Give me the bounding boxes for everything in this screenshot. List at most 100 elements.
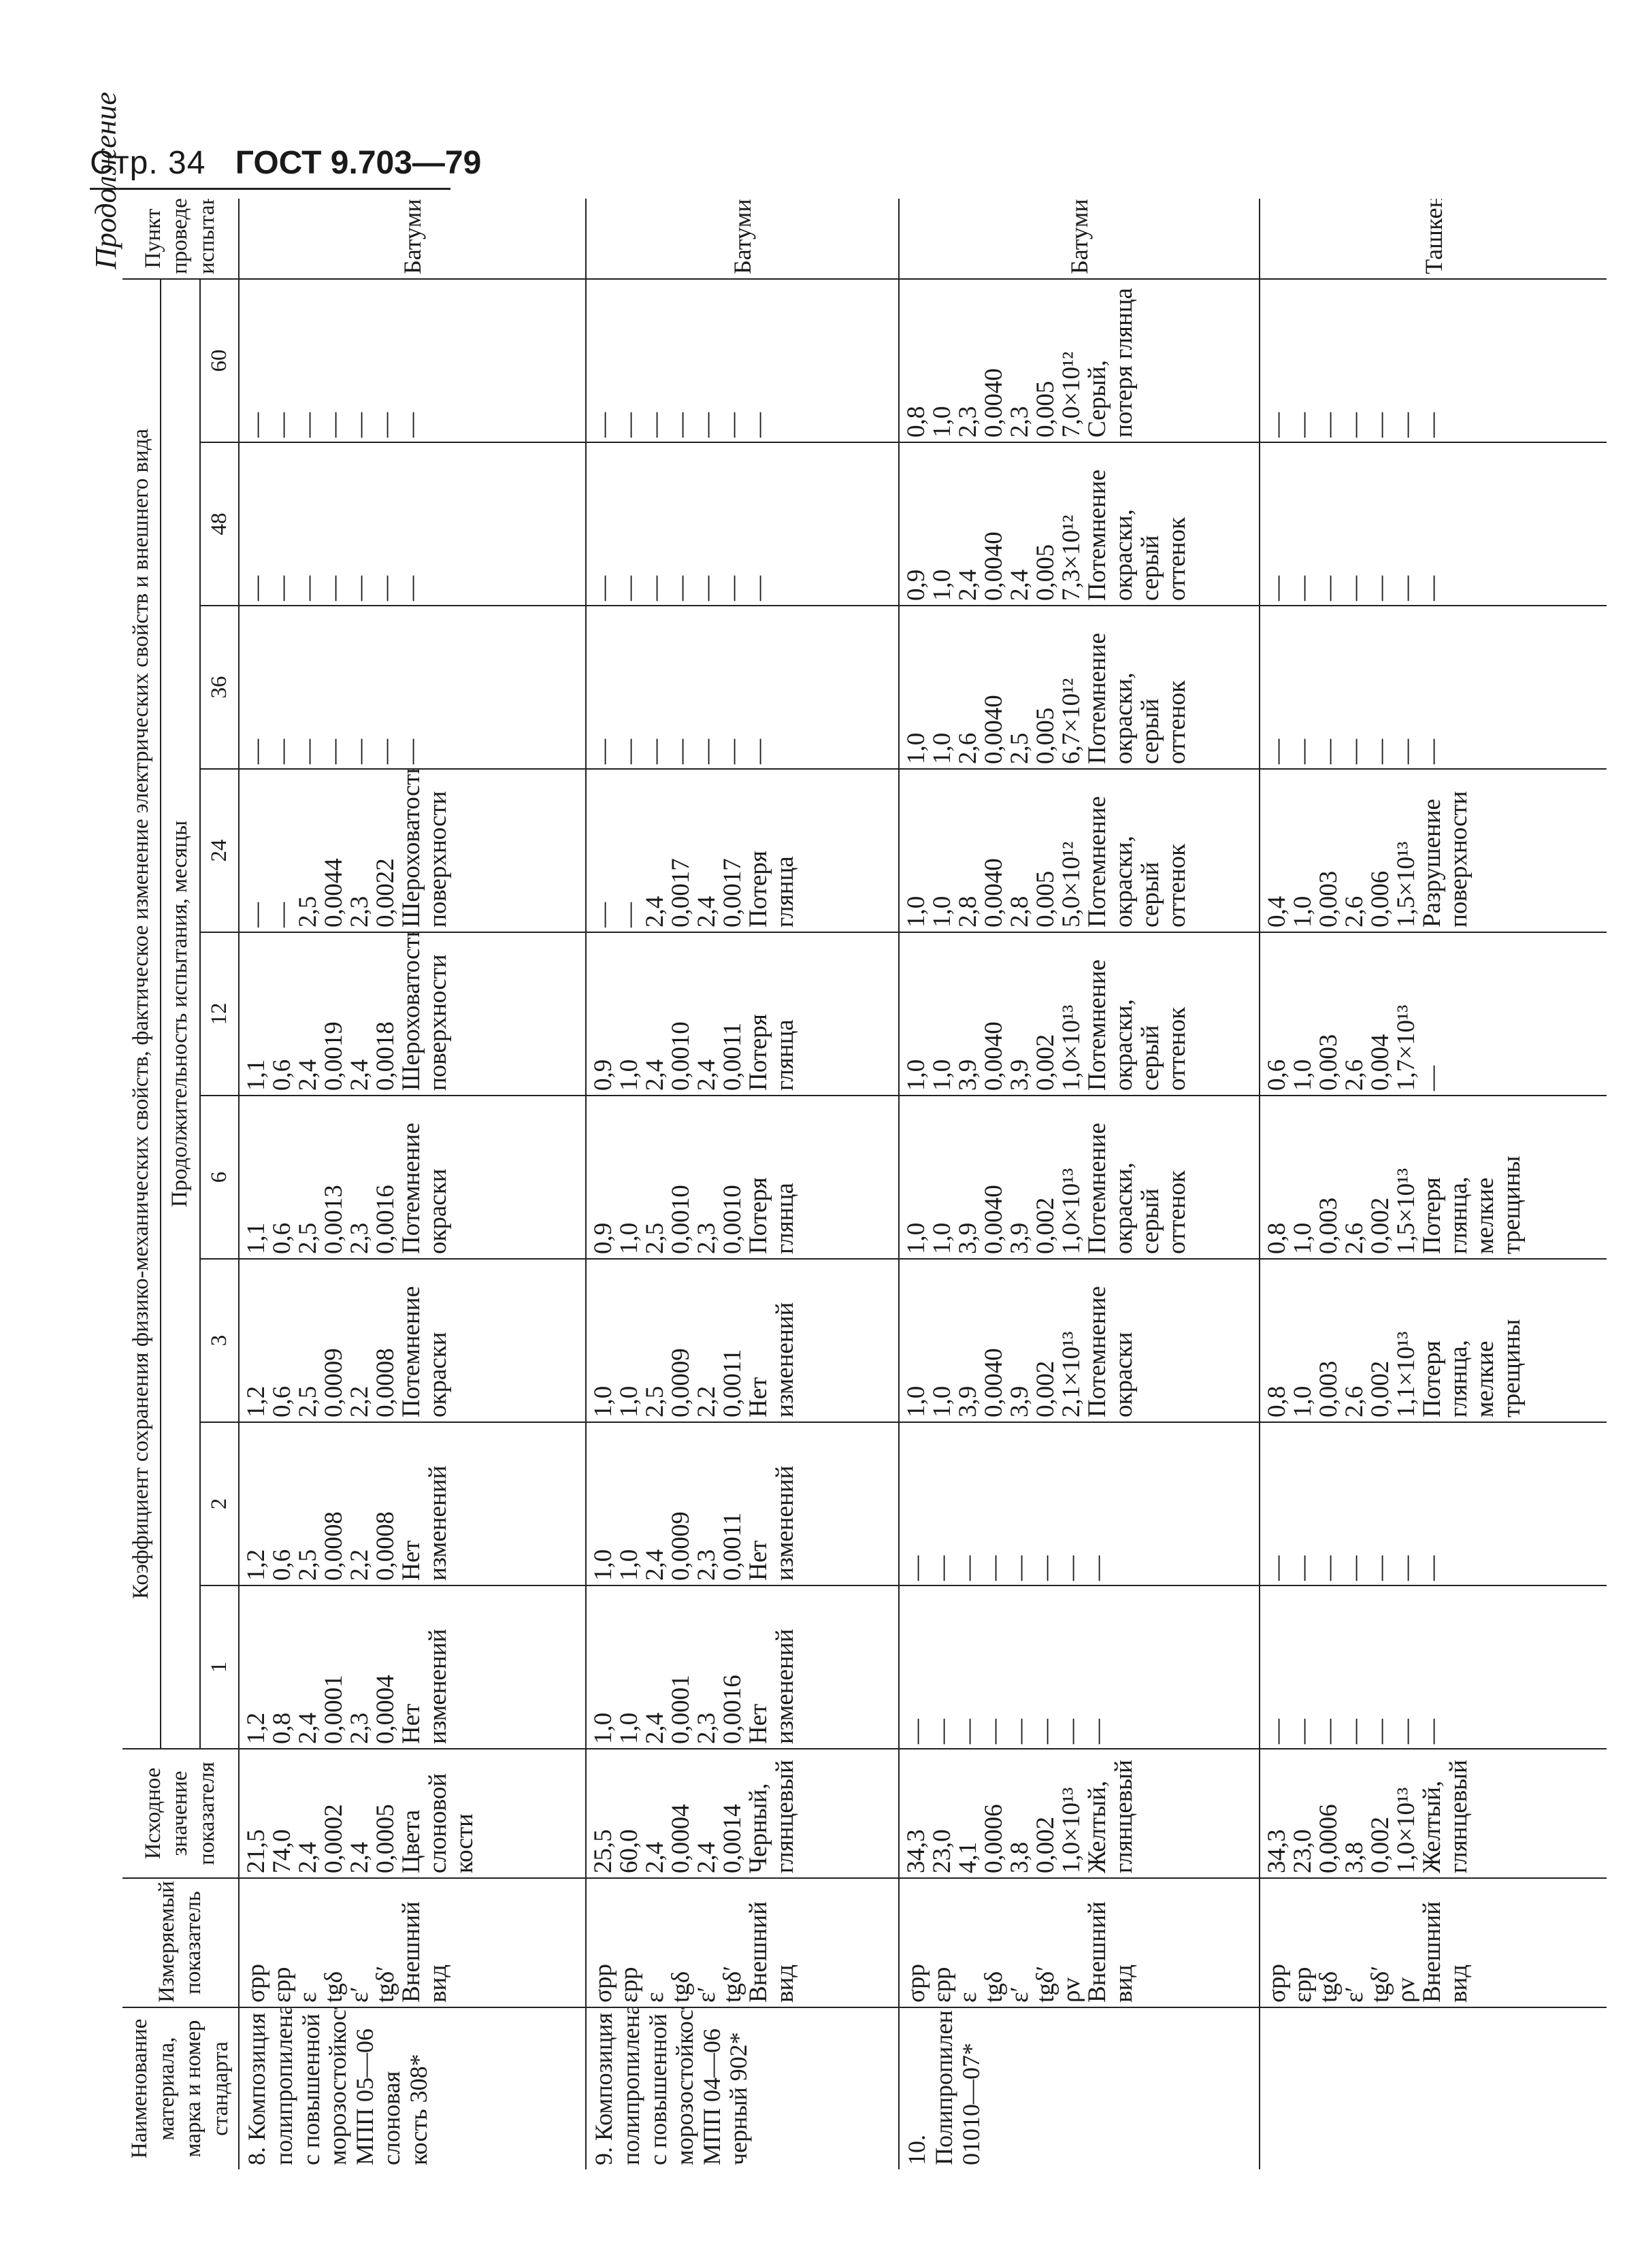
- cell-line: —: [980, 1556, 1008, 1581]
- month-header-24: 24: [199, 769, 240, 932]
- cell-line: Потемнение окраски: [397, 1286, 453, 1417]
- cell-line: Желтый, глянцевый: [1083, 1760, 1138, 1873]
- cell-line: εрр: [1289, 1967, 1317, 2003]
- initial-values: 34,3 23,0 0,0006 3,8 0,002 1,0×10¹³ Желтый, гл…: [1260, 1749, 1607, 1878]
- cell-line: —: [615, 412, 644, 438]
- cell-line: tgδ′: [372, 1965, 400, 2003]
- cell-line: 2,3: [693, 1549, 721, 1581]
- indicator-list: σрр εрр ε tgδ ε′ tgδ′ Внешний вид: [586, 1878, 900, 2007]
- material-name: 9. Композиция полипропилена с повышенной…: [586, 2007, 900, 2169]
- cell-line: 1,0: [902, 1385, 931, 1417]
- cell-line: —: [744, 576, 773, 601]
- cell-line: —: [980, 1719, 1008, 1744]
- cell-line: —: [667, 412, 695, 438]
- cell-line: —: [1418, 1719, 1447, 1744]
- col-initial-header: Исходное значение показателя: [122, 1749, 240, 1878]
- cell-line: Потемнение окраски: [1083, 1286, 1138, 1417]
- cell-line: Цвета слоновой кости: [397, 1773, 479, 1873]
- cell-line: 0,002: [1032, 1034, 1060, 1091]
- month-values-m48: — — — — — — —: [239, 442, 587, 606]
- cell-line: 0,0004: [372, 1675, 400, 1744]
- cell-line: 1,2: [242, 1712, 271, 1744]
- cell-line: 3,9: [954, 1059, 983, 1091]
- rotated-table-wrapper: Наименование материала, марка и номер ст…: [122, 198, 1607, 2169]
- cell-line: 0,0010: [719, 1185, 747, 1254]
- cell-line: 0,0011: [719, 1512, 747, 1581]
- page-header: Стр. 34 ГОСТ 9.703—79: [90, 144, 481, 182]
- cell-line: 0,0002: [320, 1804, 348, 1873]
- cell-line: 1,0×10¹³: [1392, 1787, 1421, 1873]
- cell-line: 3,9: [954, 1385, 983, 1417]
- cell-line: —: [242, 576, 271, 601]
- cell-line: —: [1418, 1066, 1447, 1091]
- cell-line: ρv: [1057, 1977, 1086, 2003]
- cell-line: 0,0040: [980, 695, 1008, 764]
- cell-line: Потемнение окраски, серый оттенок: [1083, 633, 1191, 764]
- cell-line: Шероховатость поверхности: [397, 932, 453, 1091]
- month-header-36: 36: [199, 606, 240, 769]
- cell-line: Серый, потеря глянца: [1083, 288, 1138, 438]
- cell-line: 6,7×10¹²: [1057, 678, 1086, 764]
- cell-line: 0,005: [1032, 380, 1060, 438]
- month-values-m2: 1,2 0,6 2,5 0,0008 2,2 0,0008 Нет изменений: [239, 1422, 587, 1585]
- test-place: Ташкент: [1419, 198, 1447, 274]
- cell-line: 1,7×10¹³: [1392, 1004, 1421, 1091]
- cell-line: —: [1315, 576, 1343, 601]
- month-values-m24: — —2,4 0,0017 2,4 0,0017 Потеря глянца: [586, 769, 900, 932]
- cell-line: —: [1032, 1556, 1060, 1581]
- cell-line: 7,0×10¹²: [1057, 351, 1086, 438]
- cell-line: —: [1083, 1556, 1112, 1581]
- cell-line: 25,5: [589, 1829, 618, 1873]
- cell-line: 0,0011: [719, 1349, 747, 1417]
- cell-line: 0,0005: [372, 1804, 400, 1873]
- cell-line: —: [397, 739, 426, 764]
- cell-line: 0,005: [1032, 707, 1060, 764]
- cell-line: Черный, глянцевый: [744, 1760, 800, 1873]
- cell-line: —: [1006, 1556, 1034, 1581]
- cell-line: —: [928, 1719, 957, 1744]
- col-group-header: Коэффициент сохранения физико-механическ…: [122, 278, 161, 1749]
- cell-line: 1,0: [902, 1222, 931, 1254]
- cell-line: 1,0: [1289, 1059, 1317, 1091]
- month-values-m6: 0,9 1,0 2,5 0,0010 2,3 0,0010 Потеря глянца: [586, 1096, 900, 1259]
- cell-line: 0,0014: [719, 1804, 747, 1873]
- initial-values: 25,5 60,0 2,4 0,0004 2,4 0,0014 Черный, глянце…: [586, 1749, 900, 1878]
- cell-line: Потемнение окраски, серый оттенок: [1083, 470, 1191, 601]
- cell-line: —: [667, 739, 695, 764]
- cell-line: 1,0: [615, 1549, 644, 1581]
- cell-line: Внешний вид: [1083, 1901, 1138, 2003]
- cell-line: Потеря глянца: [744, 1014, 800, 1091]
- cell-line: —: [320, 739, 348, 764]
- cell-line: —: [242, 739, 271, 764]
- cell-line: Внешний вид: [397, 1901, 453, 2003]
- cell-line: 0,8: [1263, 1222, 1292, 1254]
- cell-line: 2,4: [693, 1059, 721, 1091]
- cell-line: 2,6: [1341, 895, 1369, 927]
- month-header-48: 48: [199, 442, 240, 606]
- cell-line: 2,4: [346, 1841, 374, 1873]
- cell-line: —: [719, 412, 747, 438]
- cell-line: —: [1263, 576, 1292, 601]
- cell-line: 0,6: [268, 1385, 297, 1417]
- cell-line: 1,0: [589, 1712, 618, 1744]
- cell-line: 23,0: [1289, 1829, 1317, 1873]
- cell-line: —: [1392, 576, 1421, 601]
- cell-line: —: [1366, 1719, 1395, 1744]
- col-name-header: Наименование материала, марка и номер ст…: [122, 2007, 240, 2169]
- cell-line: 1,0: [1289, 895, 1317, 927]
- cell-line: 2,3: [346, 1712, 374, 1744]
- cell-line: 0,0019: [320, 1021, 348, 1091]
- cell-line: 2,4: [954, 569, 983, 601]
- cell-line: —: [268, 739, 297, 764]
- cell-line: —: [1289, 412, 1317, 438]
- cell-line: 74,0: [268, 1829, 297, 1873]
- cell-line: 0,0009: [320, 1348, 348, 1417]
- cell-line: —: [902, 1719, 931, 1744]
- month-header-2: 2: [199, 1422, 240, 1585]
- cell-line: 2,8: [954, 895, 983, 927]
- cell-line: 1,0: [928, 1385, 957, 1417]
- month-values-m2: — — — — — — —: [1260, 1422, 1607, 1585]
- cell-line: ε: [954, 1992, 983, 2003]
- cell-line: 0,002: [1366, 1360, 1395, 1417]
- cell-line: 2,4: [346, 1059, 374, 1091]
